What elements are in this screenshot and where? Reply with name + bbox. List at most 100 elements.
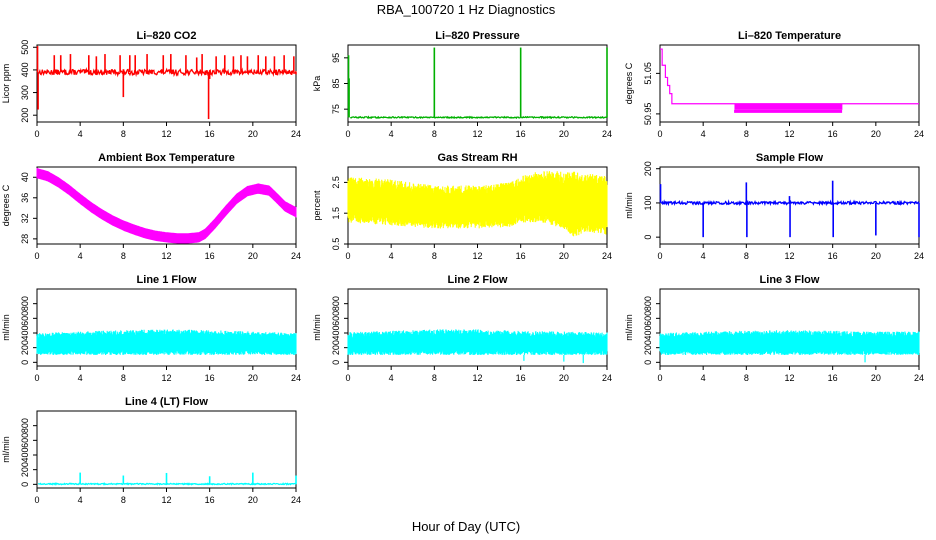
x-tick-label: 12 — [161, 373, 171, 383]
x-tick-label: 16 — [828, 373, 838, 383]
series-line3 — [659, 330, 920, 363]
y-tick-label: 200 — [643, 340, 653, 355]
y-tick-label: 600 — [20, 311, 30, 326]
y-tick-label: 95 — [331, 53, 341, 63]
x-tick-label: 8 — [744, 251, 749, 261]
x-tick-label: 12 — [784, 129, 794, 139]
x-tick-label: 12 — [472, 129, 482, 139]
x-tick-label: 4 — [389, 373, 394, 383]
series-pressure — [347, 47, 608, 120]
y-tick-label: 0 — [643, 235, 653, 240]
x-tick-label: 0 — [657, 373, 662, 383]
panel-title: Line 1 Flow — [137, 274, 197, 286]
x-tick-label: 20 — [248, 495, 258, 505]
x-tick-label: 16 — [205, 495, 215, 505]
figure-xlabel: Hour of Day (UTC) — [412, 519, 520, 534]
data-band-fringe — [734, 109, 843, 113]
panel-co2: Li–820 CO2 0 4 8 12 16 20 24 200 300 400 500 Licor p… — [1, 30, 301, 139]
x-tick-label: 24 — [602, 373, 612, 383]
plot-frame — [36, 44, 297, 123]
x-tick-label: 8 — [744, 129, 749, 139]
x-tick-label: 20 — [871, 129, 881, 139]
x-tick-label: 8 — [744, 373, 749, 383]
panel-rh: Gas Stream RH 0 4 8 12 16 20 24 0.5 1.5 2.5 percent — [312, 152, 612, 261]
x-tick-label: 20 — [248, 129, 258, 139]
y-tick-label: 0 — [331, 360, 341, 365]
x-tick-label: 24 — [291, 251, 301, 261]
y-axis-label: percent — [312, 190, 322, 221]
x-tick-label: 4 — [389, 251, 394, 261]
y-tick-label: 300 — [20, 85, 30, 100]
x-tick-label: 0 — [657, 129, 662, 139]
x-tick-label: 0 — [34, 495, 39, 505]
x-tick-label: 20 — [248, 251, 258, 261]
y-tick-label: 800 — [20, 418, 30, 433]
panel-pressure: Li–820 Pressure 0 4 8 12 16 20 24 75 85 95 kPa — [312, 30, 612, 139]
series-line — [38, 67, 297, 78]
x-tick-label: 4 — [78, 495, 83, 505]
x-tick-label: 8 — [121, 373, 126, 383]
panel-title: Gas Stream RH — [437, 152, 517, 164]
x-tick-label: 4 — [701, 129, 706, 139]
panel-ambient: Ambient Box Temperature 0 4 8 12 16 20 24 28 32 36… — [1, 152, 301, 261]
y-tick-label: 400 — [20, 447, 30, 462]
x-tick-label: 12 — [472, 373, 482, 383]
x-tick-label: 20 — [559, 129, 569, 139]
x-tick-label: 0 — [345, 373, 350, 383]
y-tick-label: 28 — [20, 234, 30, 244]
y-tick-label: 800 — [643, 296, 653, 311]
series-band — [347, 171, 608, 237]
plot-frame — [347, 44, 608, 123]
series-band — [36, 329, 297, 355]
x-tick-label: 4 — [78, 129, 83, 139]
series-area — [36, 167, 297, 244]
y-tick-label: 500 — [20, 40, 30, 55]
x-tick-label: 8 — [121, 129, 126, 139]
x-tick-label: 16 — [516, 129, 526, 139]
x-tick-label: 12 — [784, 373, 794, 383]
panel-title: Line 3 Flow — [760, 274, 820, 286]
y-tick-label: 400 — [20, 325, 30, 340]
x-tick-label: 16 — [205, 373, 215, 383]
x-tick-label: 8 — [121, 251, 126, 261]
y-tick-label: 800 — [331, 296, 341, 311]
y-axis-label: ml/min — [1, 436, 11, 463]
panel-line4: Line 4 (LT) Flow 0 4 8 12 16 20 24 0 200400600800… — [1, 396, 301, 505]
x-tick-label: 0 — [657, 251, 662, 261]
y-tick-label: 800 — [20, 296, 30, 311]
y-tick-label: 100 — [643, 195, 653, 210]
x-tick-label: 24 — [291, 495, 301, 505]
x-tick-label: 4 — [78, 251, 83, 261]
x-tick-label: 8 — [432, 251, 437, 261]
x-tick-label: 20 — [559, 373, 569, 383]
y-axis-label: ml/min — [312, 314, 322, 341]
x-tick-label: 0 — [34, 251, 39, 261]
series-band — [347, 329, 608, 355]
x-tick-label: 20 — [871, 373, 881, 383]
panel-title: Sample Flow — [756, 152, 824, 164]
x-tick-label: 8 — [432, 373, 437, 383]
x-tick-label: 24 — [602, 251, 612, 261]
series-rh — [347, 171, 608, 237]
data-band — [734, 103, 843, 110]
y-tick-label: 36 — [20, 193, 30, 203]
y-tick-label: 600 — [20, 433, 30, 448]
x-tick-label: 4 — [78, 373, 83, 383]
panel-title: Li–820 Pressure — [435, 30, 519, 42]
y-tick-label: 200 — [20, 340, 30, 355]
x-tick-label: 20 — [248, 373, 258, 383]
series-line4 — [37, 472, 297, 486]
plot-frame — [659, 288, 920, 367]
plot-frame — [36, 288, 297, 367]
x-tick-label: 12 — [161, 251, 171, 261]
x-tick-label: 0 — [34, 373, 39, 383]
panel-title: Line 2 Flow — [448, 274, 508, 286]
x-tick-label: 24 — [291, 373, 301, 383]
y-tick-label: 2.5 — [331, 176, 341, 189]
x-tick-label: 0 — [345, 251, 350, 261]
y-tick-label: 600 — [331, 311, 341, 326]
x-tick-label: 24 — [914, 129, 924, 139]
